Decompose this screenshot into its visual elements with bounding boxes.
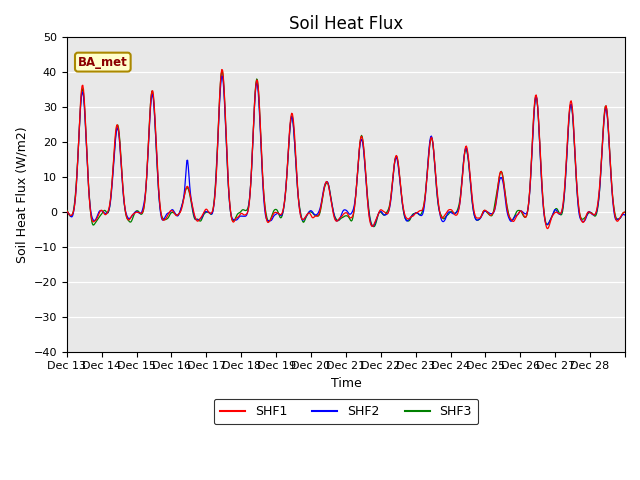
SHF2 xyxy=(280,200,288,205)
SHF3 xyxy=(63,207,70,213)
SHF1 xyxy=(218,67,226,72)
SHF2 xyxy=(259,189,267,194)
SHF1 xyxy=(232,216,239,222)
SHF1 xyxy=(544,226,552,231)
Legend: SHF1, SHF2, SHF3: SHF1, SHF2, SHF3 xyxy=(214,399,478,424)
SHF3 xyxy=(218,68,226,73)
X-axis label: Time: Time xyxy=(330,377,361,390)
SHF2 xyxy=(436,212,444,218)
SHF3 xyxy=(129,216,136,222)
SHF2 xyxy=(405,217,413,223)
SHF3 xyxy=(280,201,288,206)
SHF2 xyxy=(621,212,629,218)
SHF3 xyxy=(405,218,413,224)
SHF3 xyxy=(259,184,267,190)
SHF1 xyxy=(436,207,444,213)
Title: Soil Heat Flux: Soil Heat Flux xyxy=(289,15,403,33)
SHF2 xyxy=(218,73,226,79)
SHF3 xyxy=(370,224,378,229)
SHF2 xyxy=(129,213,136,218)
SHF2 xyxy=(232,217,239,223)
SHF2 xyxy=(63,209,70,215)
SHF1 xyxy=(259,183,267,189)
SHF1 xyxy=(404,216,412,222)
SHF1 xyxy=(129,212,136,218)
SHF1 xyxy=(621,209,629,215)
SHF1 xyxy=(280,200,288,205)
SHF3 xyxy=(436,210,444,216)
SHF2 xyxy=(369,223,377,229)
Y-axis label: Soil Heat Flux (W/m2): Soil Heat Flux (W/m2) xyxy=(15,126,28,263)
SHF3 xyxy=(621,209,629,215)
Line: SHF3: SHF3 xyxy=(67,71,625,227)
Line: SHF2: SHF2 xyxy=(67,76,625,226)
Text: BA_met: BA_met xyxy=(78,56,128,69)
Line: SHF1: SHF1 xyxy=(67,70,625,228)
SHF3 xyxy=(232,215,239,221)
SHF1 xyxy=(63,208,70,214)
